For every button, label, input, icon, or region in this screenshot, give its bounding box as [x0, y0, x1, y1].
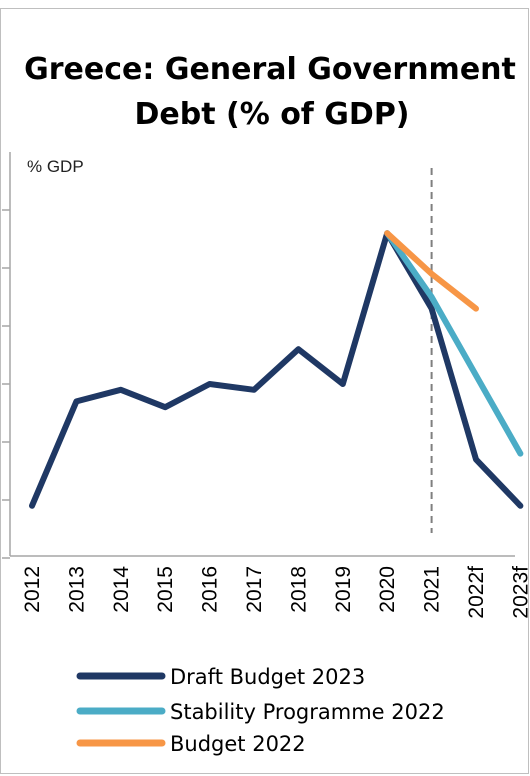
chart-title-line-1: Greece: General Government: [24, 52, 516, 87]
x-tick-label: 2017: [243, 566, 266, 613]
x-tick-label: 2020: [376, 566, 399, 613]
legend-label-3: Budget 2022: [170, 732, 306, 756]
x-tick-label: 2016: [199, 566, 222, 613]
x-tick-label: 2014: [110, 566, 133, 613]
x-tick-label: 2013: [65, 566, 88, 613]
series-line-3: [384, 230, 479, 312]
series-line-1: [29, 230, 524, 509]
x-tick-label: 2019: [332, 566, 355, 613]
x-tick-label: 2023f: [509, 566, 530, 619]
y-axis-title: % GDP: [27, 157, 84, 176]
legend-label-1: Draft Budget 2023: [170, 665, 365, 689]
chart-frame: [0, 8, 529, 774]
x-tick-label: 2021: [421, 566, 444, 613]
legend-label-2: Stability Programme 2022: [170, 700, 445, 724]
x-tick-label: 2018: [287, 566, 310, 613]
x-tick-label: 2022f: [465, 566, 488, 619]
series-line-2: [384, 230, 524, 457]
x-tick-label: 2015: [154, 566, 177, 613]
x-tick-label: 2012: [21, 566, 44, 613]
chart-title-line-2: Debt (% of GDP): [134, 97, 409, 132]
